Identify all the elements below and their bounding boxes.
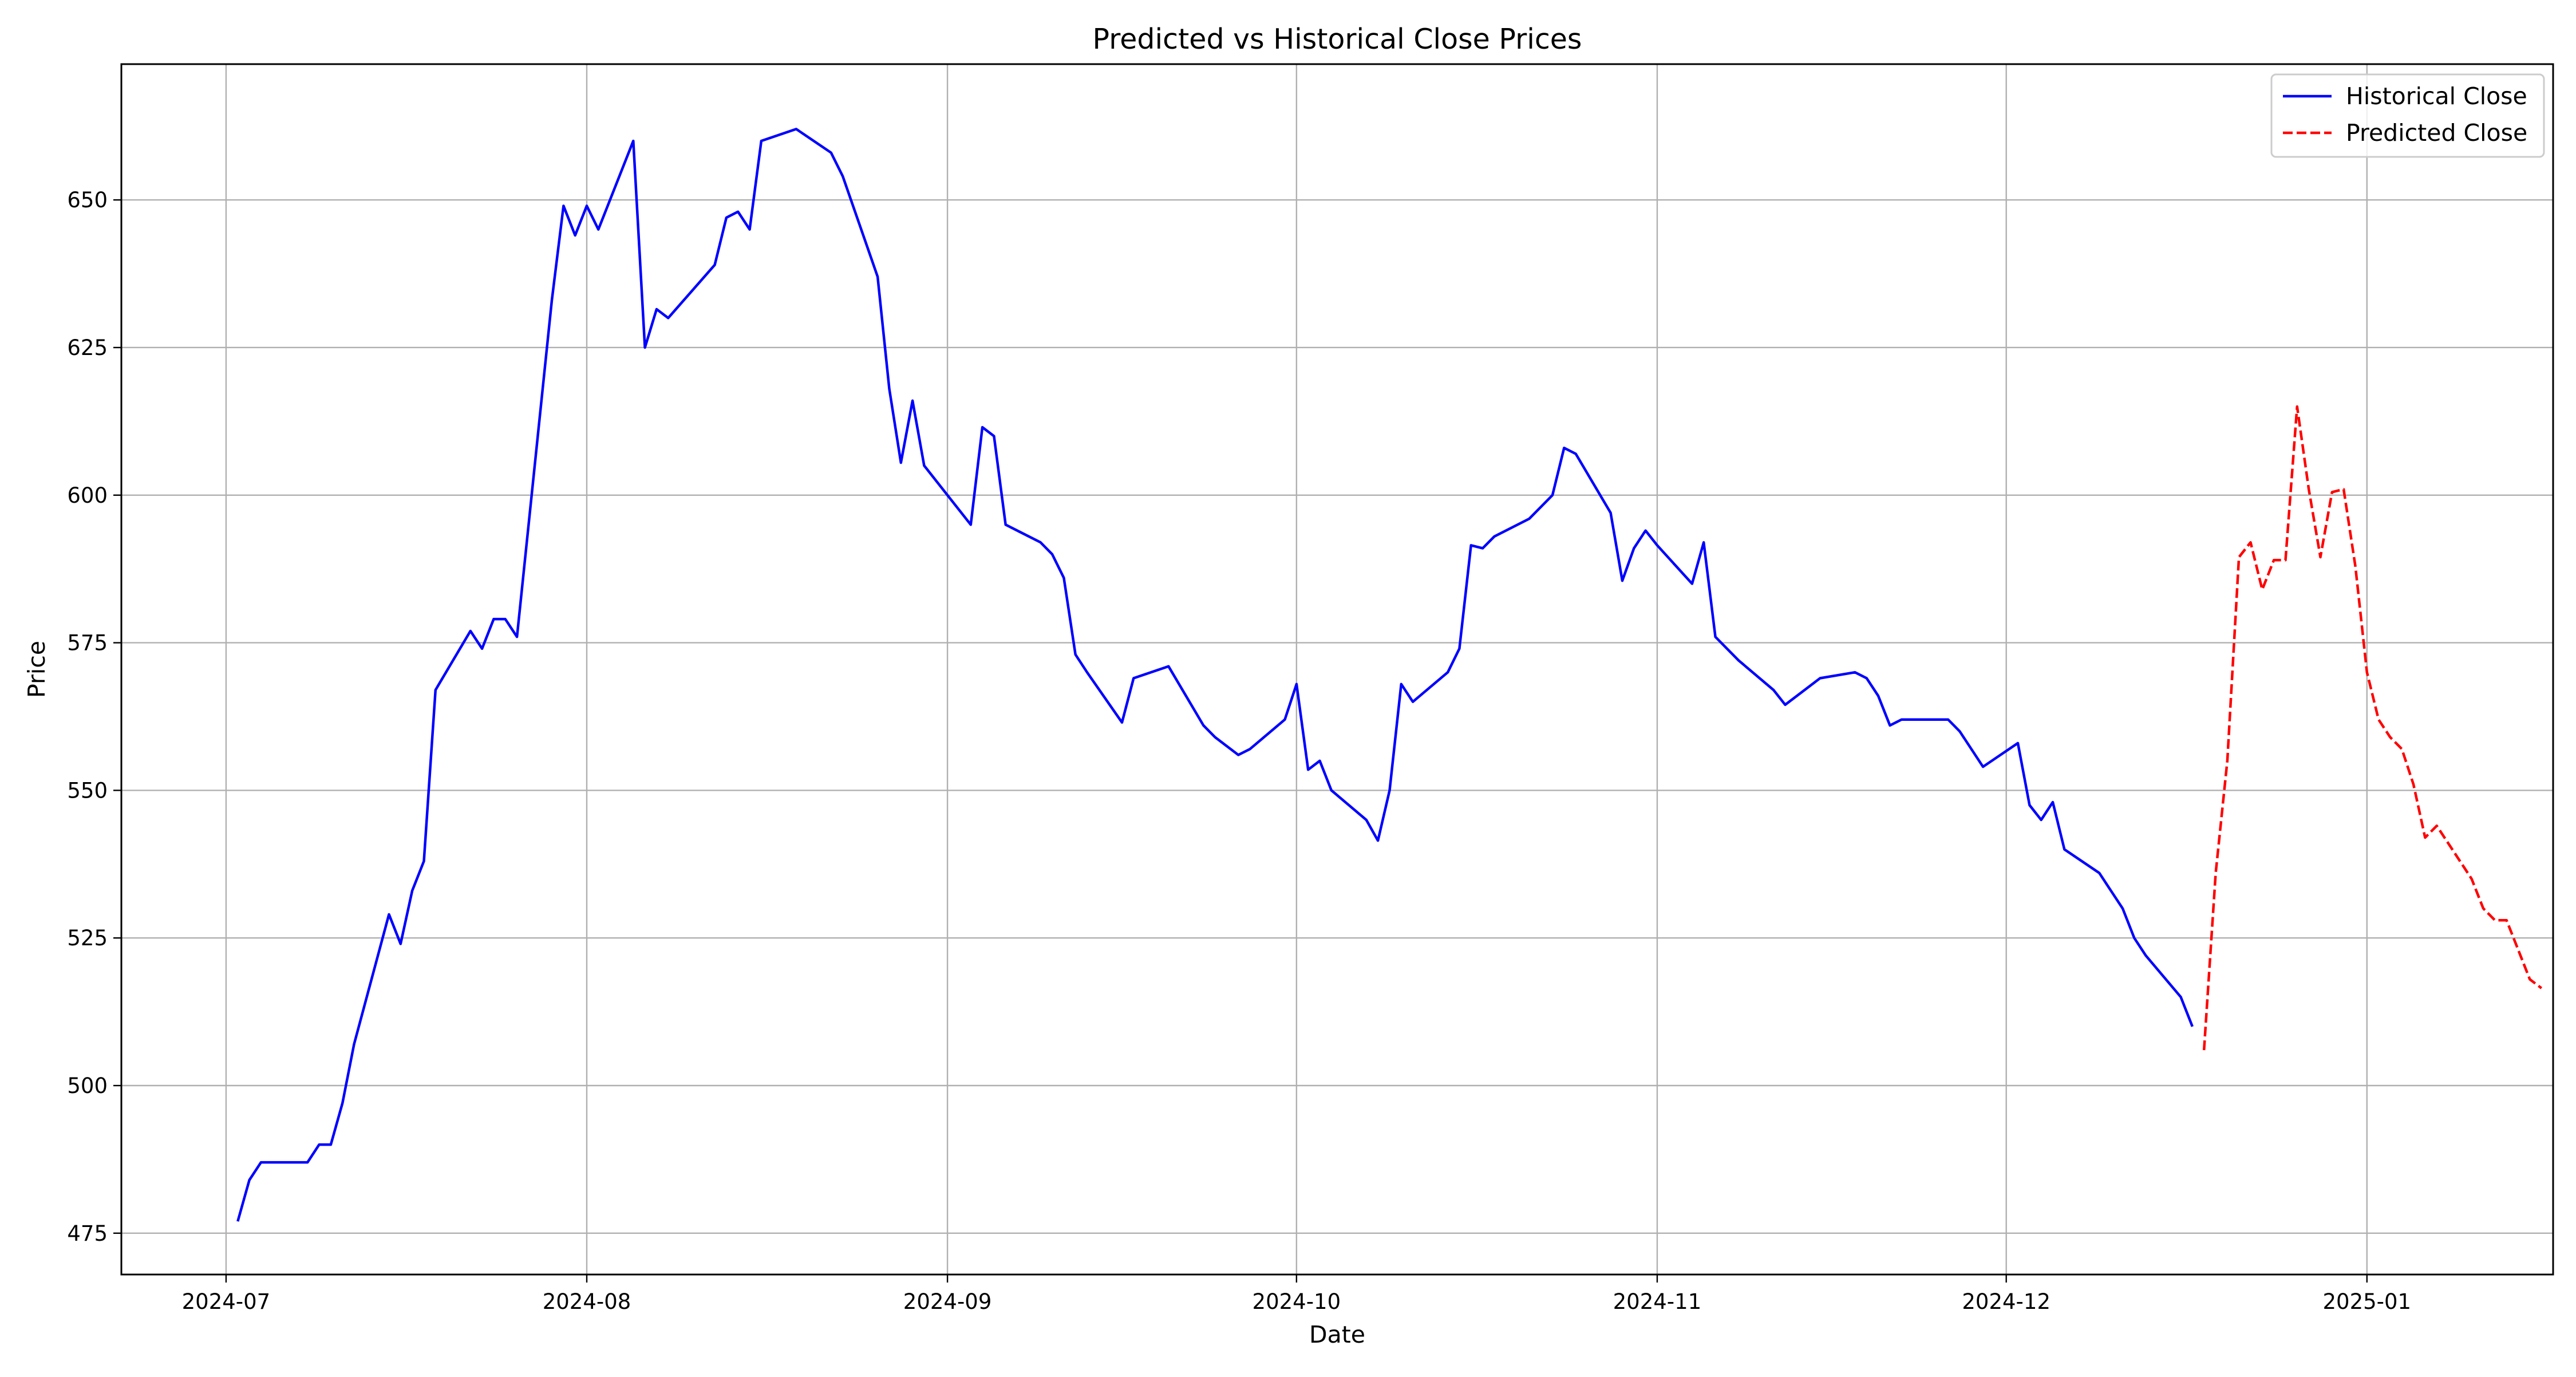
x-tick-label: 2025-01 bbox=[2322, 1289, 2411, 1314]
y-tick-label: 625 bbox=[67, 336, 108, 360]
x-axis-label: Date bbox=[1309, 1321, 1365, 1348]
y-tick-label: 575 bbox=[67, 631, 108, 656]
series-line-historical bbox=[236, 128, 2194, 1222]
x-tick-label: 2024-11 bbox=[1613, 1289, 1702, 1314]
x-tick-label: 2024-09 bbox=[903, 1289, 992, 1314]
y-tick-label: 500 bbox=[67, 1074, 108, 1098]
series-lines bbox=[236, 128, 2543, 1222]
chart-title: Predicted vs Historical Close Prices bbox=[1093, 23, 1582, 56]
legend-label-historical: Historical Close bbox=[2346, 82, 2527, 110]
y-tick-label: 650 bbox=[67, 188, 108, 212]
x-axis-ticks: 2024-07 2024-08 2024-09 2024-10 2024-11 2024-… bbox=[182, 1275, 2411, 1314]
plot-frame bbox=[120, 63, 2554, 1276]
x-tick-label: 2024-12 bbox=[1962, 1289, 2050, 1314]
legend-box bbox=[2270, 73, 2545, 158]
y-tick-label: 475 bbox=[67, 1221, 108, 1246]
x-tick-label: 2024-10 bbox=[1253, 1289, 1341, 1314]
x-tick-label: 2024-07 bbox=[182, 1289, 271, 1314]
legend-label-predicted: Predicted Close bbox=[2346, 119, 2527, 147]
x-tick-label: 2024-08 bbox=[543, 1289, 631, 1314]
y-tick-label: 550 bbox=[67, 778, 108, 803]
y-tick-label: 600 bbox=[67, 483, 108, 508]
grid-lines bbox=[121, 64, 2553, 1275]
legend: Historical Close Predicted Close bbox=[2270, 73, 2545, 158]
y-axis-label: Price bbox=[23, 641, 50, 698]
series-line-predicted bbox=[2202, 405, 2543, 1051]
y-axis-ticks: 475 500 525 550 575 600 625 650 bbox=[67, 188, 121, 1246]
y-tick-label: 525 bbox=[67, 926, 108, 950]
